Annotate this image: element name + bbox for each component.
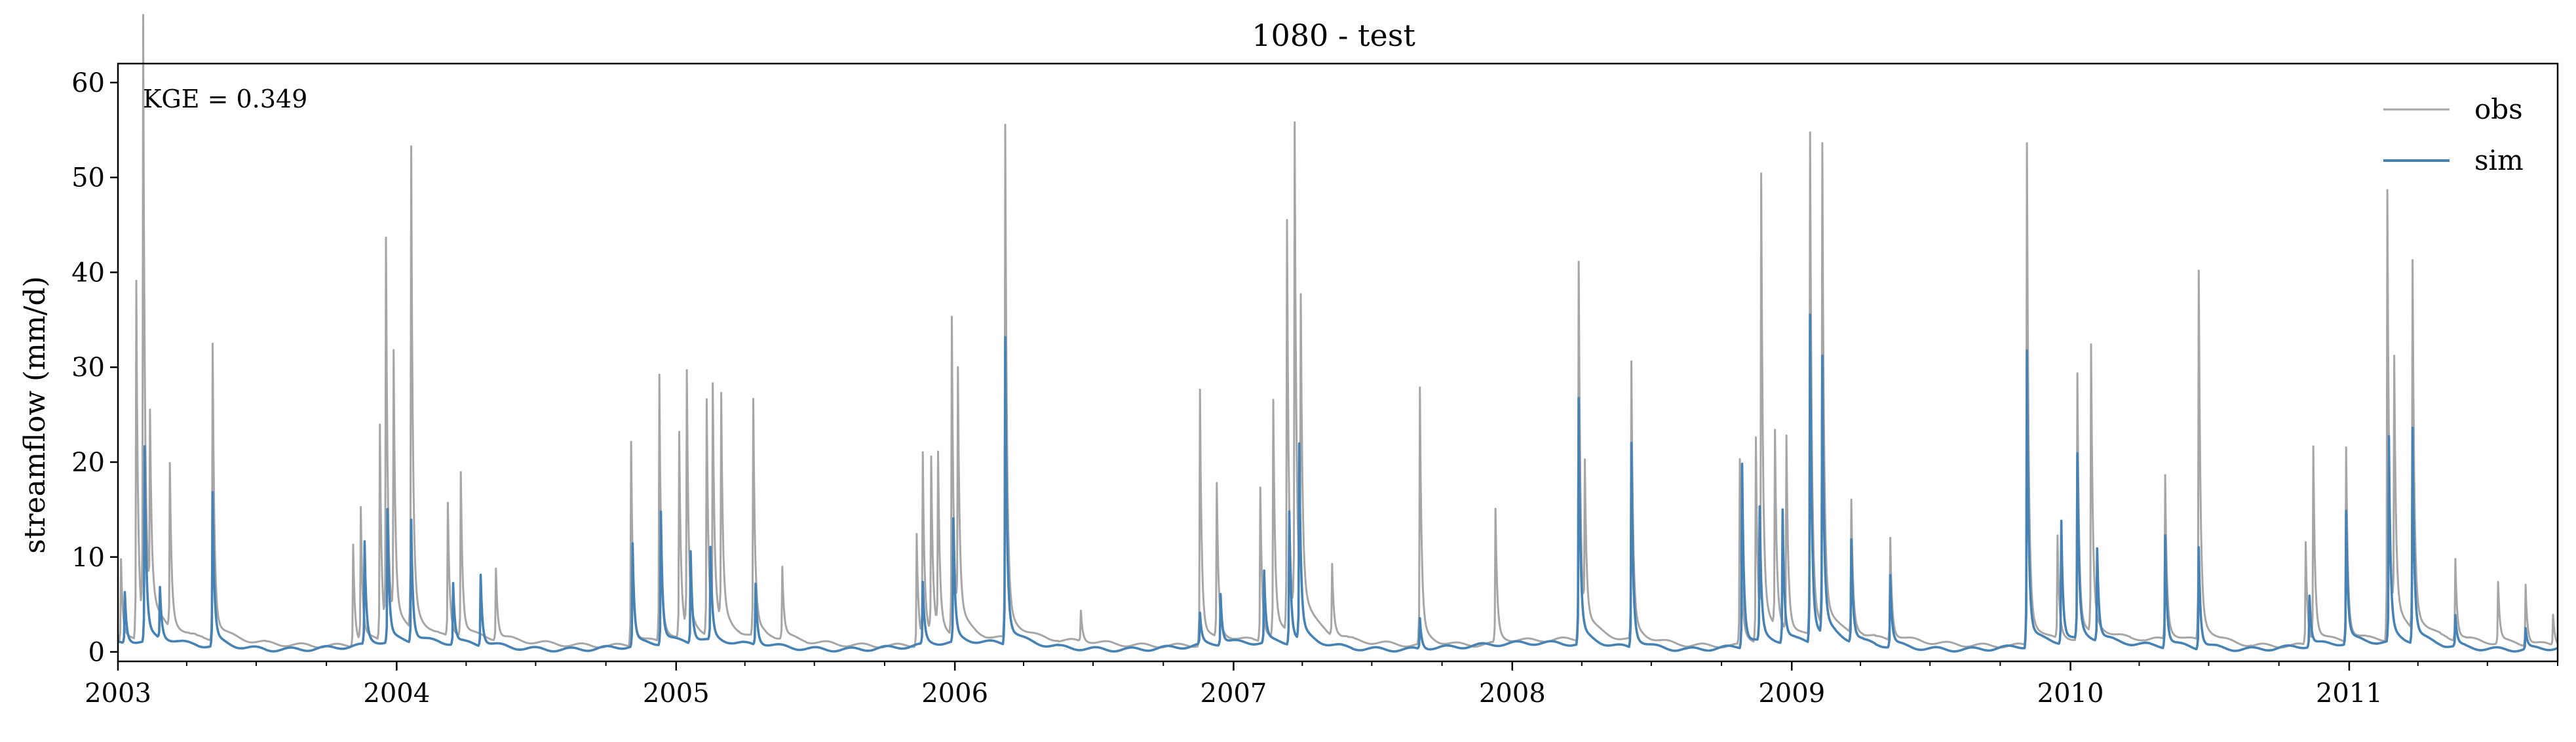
series-line-sim bbox=[117, 313, 2558, 653]
y-tick-label: 60 bbox=[71, 68, 105, 98]
x-tick-label: 2004 bbox=[363, 678, 430, 709]
y-tick-label: 0 bbox=[88, 638, 105, 668]
x-tick-label: 2006 bbox=[921, 678, 988, 709]
legend-label-obs: obs bbox=[2474, 93, 2523, 125]
chart-title: 1080 - test bbox=[1252, 18, 1415, 53]
y-axis-label: streamflow (mm/d) bbox=[18, 276, 52, 554]
x-tick-label: 2010 bbox=[2037, 678, 2104, 709]
x-tick-label: 2011 bbox=[2316, 678, 2383, 709]
plot-area: 0 10 20 30 40 50 60 2003 2004 2005 2006 2007 2008 200… bbox=[71, 14, 2559, 709]
series-line-obs bbox=[117, 14, 2559, 649]
legend: obs sim bbox=[2383, 93, 2524, 176]
y-tick-label: 40 bbox=[71, 258, 105, 288]
legend-label-sim: sim bbox=[2474, 144, 2524, 176]
x-tick-label: 2005 bbox=[643, 678, 710, 709]
x-tick-label: 2007 bbox=[1201, 678, 1267, 709]
kge-annotation: KGE = 0.349 bbox=[143, 85, 307, 113]
x-tick-label: 2008 bbox=[1479, 678, 1546, 709]
y-tick-label: 50 bbox=[71, 163, 105, 193]
y-tick-label: 10 bbox=[71, 543, 105, 573]
x-tick-label: 2009 bbox=[1758, 678, 1825, 709]
y-tick-label: 20 bbox=[71, 448, 105, 478]
x-tick-label: 2003 bbox=[85, 678, 151, 709]
y-tick-label: 30 bbox=[71, 353, 105, 383]
plot-frame bbox=[117, 62, 2559, 663]
